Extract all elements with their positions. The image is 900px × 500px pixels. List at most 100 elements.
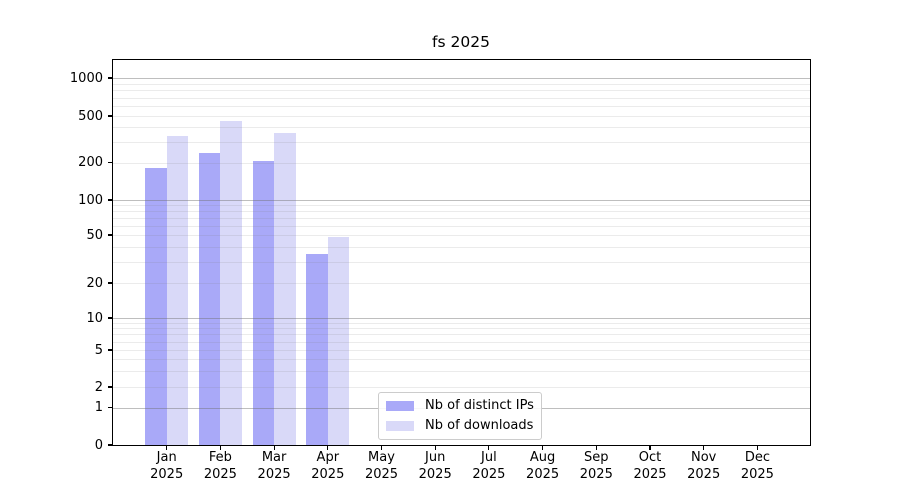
x-tick-label-line: 2025 (203, 466, 237, 482)
x-tick-mark-dec (756, 446, 758, 450)
bar-mar-distinct-ips (252, 160, 275, 445)
x-tick-label-sep: Sep 2025 (568, 450, 624, 483)
gridline-y-70 (112, 218, 810, 219)
bar-feb-downloads (220, 121, 242, 445)
y-tick-label-100: 100 (78, 192, 103, 208)
gridline-y-300 (112, 141, 810, 143)
x-tick-label-mar: Mar 2025 (246, 450, 302, 483)
y-tick-label-2: 2 (94, 379, 103, 395)
gridline-y-5 (112, 350, 810, 351)
gridline-y-7 (112, 334, 810, 336)
x-tick-mark-jun (434, 446, 436, 450)
legend-item-downloads: Nb of downloads (386, 418, 534, 433)
gridline-y-100 (112, 200, 810, 201)
bar-mar-downloads (274, 133, 296, 445)
x-tick-label-line: Mar (261, 450, 287, 465)
y-tick-mark-5 (107, 349, 112, 351)
x-tick-label-oct: Oct 2025 (622, 450, 678, 483)
x-tick-label-line: Apr (316, 450, 340, 465)
chart-title: fs 2025 (432, 33, 490, 51)
gridline-y-20 (112, 283, 810, 284)
y-tick-mark-2 (107, 386, 112, 388)
y-tick-mark-100 (107, 199, 112, 201)
gridline-y-700 (112, 97, 810, 99)
gridline-y-6 (112, 341, 810, 343)
x-tick-mark-oct (649, 446, 651, 450)
y-tick-label-5: 5 (94, 342, 103, 358)
gridline-y-50 (112, 235, 810, 236)
y-tick-label-10: 10 (86, 310, 103, 326)
gridline-y-500 (112, 116, 810, 117)
y-tick-mark-200 (107, 161, 112, 164)
plot-area (111, 59, 811, 446)
x-tick-label-line: 2025 (311, 466, 345, 482)
gridline-y-90 (112, 205, 810, 207)
x-tick-label-jan: Jan 2025 (139, 450, 195, 483)
x-tick-mark-may (380, 446, 383, 450)
bar-apr-downloads (327, 237, 350, 445)
gridline-y-900 (112, 83, 810, 85)
x-tick-mark-feb (219, 446, 221, 450)
x-tick-label-line: Jan (156, 450, 177, 465)
gridline-y-80 (112, 211, 810, 213)
x-tick-label-line: May (368, 450, 395, 465)
x-tick-label-line: 2025 (579, 466, 613, 482)
x-tick-label-aug: Aug 2025 (515, 450, 571, 483)
y-tick-mark-50 (107, 234, 112, 236)
x-tick-label-may: May 2025 (354, 450, 410, 483)
bar-apr-distinct-ips (306, 253, 328, 445)
y-tick-label-1000: 1000 (69, 70, 103, 86)
bar-feb-distinct-ips (198, 153, 221, 445)
gridline-y-2 (112, 387, 810, 388)
x-tick-label-line: 2025 (472, 466, 506, 482)
x-tick-label-nov: Nov 2025 (676, 450, 732, 483)
gridline-y-30 (112, 261, 810, 263)
legend-swatch-downloads (386, 420, 414, 431)
x-tick-mark-sep (595, 446, 597, 450)
x-tick-mark-mar (273, 446, 275, 450)
y-tick-mark-20 (107, 282, 112, 284)
x-tick-label-line: 2025 (740, 466, 774, 482)
bar-jan-distinct-ips (145, 168, 167, 445)
gridline-y-800 (112, 90, 810, 92)
y-tick-mark-0 (107, 444, 112, 446)
x-tick-label-line: Oct (638, 450, 662, 465)
y-tick-label-500: 500 (78, 108, 103, 124)
x-tick-label-line: 2025 (526, 466, 560, 482)
x-tick-label-line: 2025 (687, 466, 721, 482)
legend-label: Nb of downloads (425, 418, 534, 433)
x-tick-label-line: Feb (208, 450, 232, 465)
x-tick-label-line: Aug (529, 450, 556, 465)
x-tick-mark-apr (327, 446, 329, 450)
x-tick-mark-nov (703, 446, 705, 450)
gridline-y-8 (112, 328, 810, 330)
gridline-y-200 (112, 162, 810, 164)
gridline-y-10 (112, 318, 810, 319)
x-tick-label-line: 2025 (364, 466, 399, 482)
x-tick-label-line: 2025 (150, 466, 184, 482)
legend-item-distinct-ips: Nb of distinct IPs (386, 398, 534, 413)
gridline-y-40 (112, 246, 810, 248)
x-tick-mark-aug (542, 446, 544, 450)
x-tick-label-jul: Jul 2025 (461, 450, 517, 483)
y-tick-mark-10 (107, 317, 112, 319)
x-tick-label-line: Jun (425, 450, 446, 465)
x-tick-label-feb: Feb 2025 (192, 450, 248, 483)
x-tick-label-line: 2025 (418, 466, 452, 482)
y-tick-mark-1000 (107, 77, 112, 79)
legend-box: Nb of distinct IPs Nb of downloads (378, 391, 542, 440)
x-tick-label-line: Sep (584, 450, 609, 465)
y-tick-label-1: 1 (94, 400, 103, 415)
x-tick-label-dec: Dec 2025 (729, 450, 785, 483)
y-tick-mark-1 (107, 406, 112, 409)
x-tick-label-line: 2025 (633, 466, 667, 482)
y-tick-label-200: 200 (78, 155, 103, 170)
x-tick-label-apr: Apr 2025 (300, 450, 356, 483)
gridline-y-600 (112, 106, 810, 107)
gridline-y-4 (112, 359, 810, 360)
x-tick-label-line: Dec (744, 450, 770, 465)
bar-jan-downloads (166, 135, 189, 445)
legend-label: Nb of distinct IPs (425, 398, 534, 413)
gridline-y-1000 (112, 78, 810, 79)
